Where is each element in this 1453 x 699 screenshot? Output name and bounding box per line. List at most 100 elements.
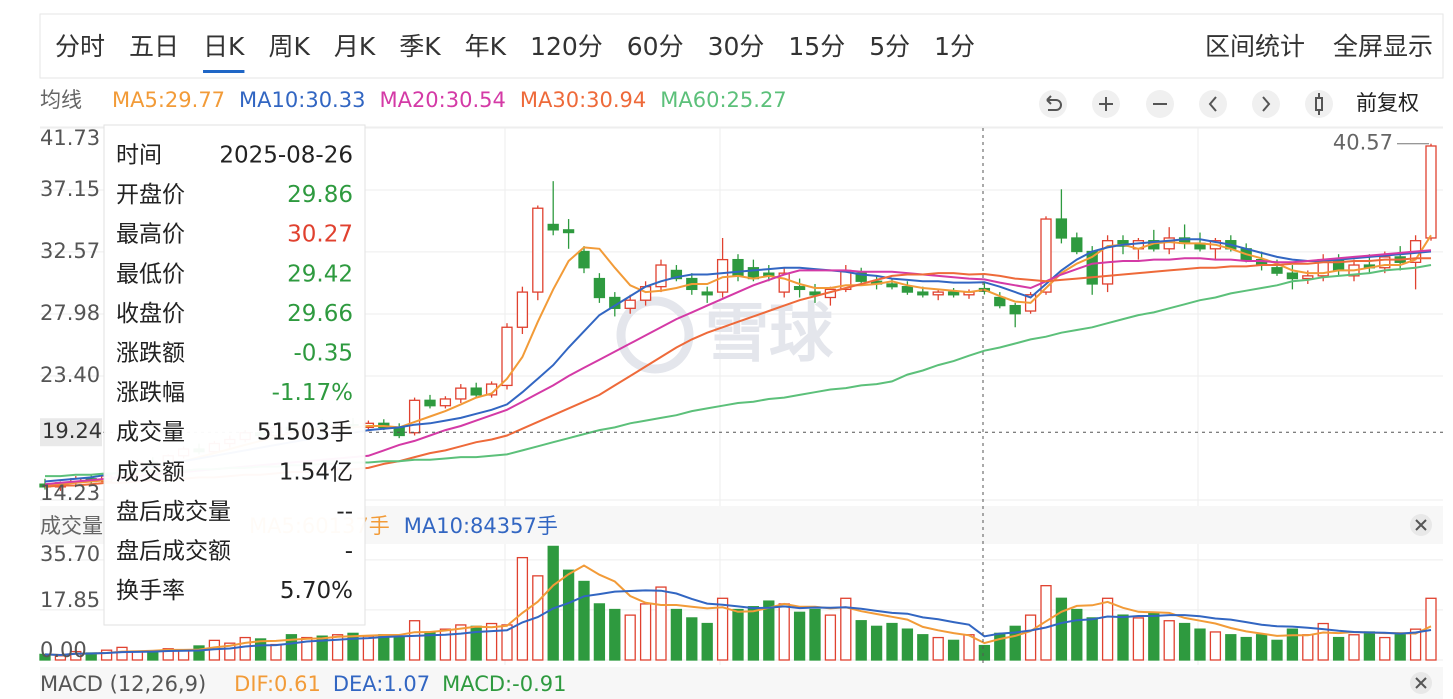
candle-body — [1286, 272, 1299, 280]
tool-glyphs — [1046, 93, 1323, 115]
tooltip-value: 2025-08-26 — [219, 143, 353, 169]
candle-body — [593, 277, 606, 299]
adjust-mode[interactable]: 前复权 — [1356, 91, 1419, 115]
tooltip-label: 时间 — [116, 143, 162, 169]
candle-body — [562, 229, 575, 234]
volume-bar — [1271, 639, 1283, 661]
tooltip-label: 成交量 — [116, 420, 185, 446]
volume-bar — [516, 556, 529, 661]
candle-body — [732, 258, 744, 277]
max-label: 40.57 — [1333, 131, 1393, 155]
candle-body — [917, 291, 929, 296]
volume-bar — [1332, 636, 1345, 661]
volume-bar — [963, 634, 975, 661]
volume-bar — [1117, 614, 1129, 661]
volume-bar — [1009, 625, 1021, 661]
tab[interactable]: 15分 — [788, 32, 845, 61]
volume-bar — [639, 603, 652, 661]
toolbar — [39, 13, 1444, 79]
volume-bar — [1040, 585, 1052, 661]
volume-bar — [1379, 636, 1391, 661]
close-glyph — [1415, 519, 1427, 531]
tab[interactable]: 日K — [203, 32, 245, 61]
tooltip-label: 盘后成交额 — [116, 539, 231, 565]
volume-bar — [285, 634, 298, 661]
volume-bar — [886, 622, 898, 661]
reset-icon[interactable] — [1039, 90, 1067, 118]
action[interactable]: 区间统计 — [1205, 32, 1305, 61]
y-tick-label: 23.40 — [40, 363, 100, 387]
tooltip-label: 换手率 — [116, 578, 185, 604]
volume-bar — [1240, 636, 1252, 661]
volume-bar — [193, 645, 205, 661]
volume-bar — [70, 650, 82, 661]
ma-title: 均线 — [40, 88, 82, 112]
volume-bar — [100, 649, 113, 661]
candle-body — [947, 291, 960, 296]
tooltip-label: 最高价 — [116, 222, 185, 248]
volume-bar — [1178, 622, 1191, 661]
y-tick-label: 0.00 — [40, 638, 87, 662]
candle-body — [455, 387, 467, 400]
volume-bar — [331, 634, 344, 661]
volume-bar — [655, 586, 667, 661]
volume-bar — [1394, 634, 1406, 661]
candle-body — [793, 286, 806, 291]
volume-bar — [855, 620, 867, 661]
type-icon[interactable] — [1305, 90, 1333, 118]
candle-body — [1040, 218, 1052, 293]
right-icon[interactable] — [1252, 90, 1280, 118]
y-tick-label: 27.98 — [40, 301, 100, 325]
volume-bar — [778, 603, 790, 661]
tooltip-value: 1.54亿 — [279, 459, 353, 485]
volume-bar — [1363, 631, 1376, 661]
volume-bar — [1148, 611, 1160, 661]
candle-body — [994, 296, 1006, 307]
volume-bar — [224, 642, 236, 661]
y-tick-label: 35.70 — [40, 542, 100, 566]
volume-title: 成交量 — [40, 514, 103, 538]
tab[interactable]: 月K — [334, 32, 376, 61]
volume-bar — [162, 648, 174, 661]
tab[interactable]: 周K — [268, 32, 310, 61]
macd-title: MACD (12,26,9) — [40, 672, 206, 696]
reset-glyph — [1046, 95, 1062, 111]
volume-bar — [809, 608, 821, 661]
y-tick-label: 17.85 — [40, 588, 100, 612]
tab[interactable]: 五日 — [129, 32, 179, 61]
volume-bar — [362, 635, 375, 661]
volume-bar — [870, 625, 883, 661]
left-glyph — [1208, 96, 1217, 112]
volume-bar — [1086, 617, 1098, 661]
volume-bar — [670, 608, 683, 661]
candle-body — [470, 387, 482, 396]
tab[interactable]: 年K — [465, 32, 507, 61]
candle-body — [547, 223, 559, 231]
tooltip-label: 涨跌幅 — [116, 380, 185, 406]
action[interactable]: 全屏显示 — [1333, 32, 1433, 61]
tab[interactable]: 60分 — [627, 32, 684, 61]
macd-item: DEA:1.07 — [333, 672, 430, 696]
tab[interactable]: 分时 — [55, 32, 105, 61]
candle-body — [886, 283, 898, 288]
candle-body — [809, 291, 821, 296]
right-glyph — [1262, 96, 1271, 112]
tab[interactable]: 5分 — [869, 32, 910, 61]
legend-item: MA10:30.33 — [239, 88, 365, 112]
candle-body — [655, 264, 667, 288]
candle-body — [1071, 237, 1083, 253]
overlay: 均线 MA5:29.77 MA10:30.33 MA20:30.54 MA30:30.9… — [40, 88, 1443, 696]
candle-body — [1009, 304, 1021, 315]
tab[interactable]: 季K — [399, 32, 441, 61]
volume-bar — [378, 634, 390, 661]
left-icon[interactable] — [1199, 90, 1227, 118]
volume-bar — [1225, 634, 1237, 661]
tab[interactable]: 30分 — [708, 32, 765, 61]
volume-bar — [485, 622, 498, 661]
tab[interactable]: 120分 — [530, 32, 603, 61]
volume-bar — [932, 636, 944, 661]
volume-bar — [1209, 631, 1222, 661]
tab[interactable]: 1分 — [934, 32, 975, 61]
y-tick-label: 41.73 — [40, 126, 100, 150]
